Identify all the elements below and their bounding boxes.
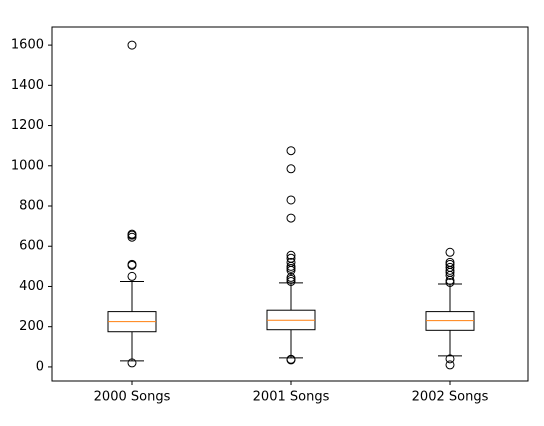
x-tick-label: 2001 Songs xyxy=(253,390,330,405)
outlier-point xyxy=(127,229,137,239)
y-tick-label: 1000 xyxy=(11,158,44,173)
outlier-point xyxy=(445,257,455,267)
box-group xyxy=(107,40,157,368)
outlier-point xyxy=(127,358,137,368)
x-tick-label: 2000 Songs xyxy=(94,390,171,405)
y-tick-label: 0 xyxy=(36,359,44,374)
box-group xyxy=(266,146,316,365)
outlier-point xyxy=(286,274,296,284)
outlier-point xyxy=(286,354,296,364)
outlier-point xyxy=(445,360,455,370)
outlier-point xyxy=(445,247,455,257)
y-tick-label: 1200 xyxy=(11,118,44,133)
y-tick-label: 1600 xyxy=(11,38,44,53)
outlier-point xyxy=(286,146,296,156)
outlier-point xyxy=(286,253,296,263)
plot-area xyxy=(107,40,475,370)
outlier-point xyxy=(286,257,296,267)
y-tick-label: 600 xyxy=(19,239,44,254)
y-tick-label: 200 xyxy=(19,319,44,334)
y-axis: 0 200 400 600 800 1000 1200 1400 1600 xyxy=(11,38,52,374)
y-tick-label: 800 xyxy=(19,199,44,214)
outlier-point xyxy=(286,250,296,260)
outlier-point xyxy=(286,195,296,205)
y-tick-label: 1400 xyxy=(11,78,44,93)
outlier-point xyxy=(127,259,137,269)
outlier-point xyxy=(286,272,296,282)
outlier-point xyxy=(445,262,455,272)
y-tick-label: 400 xyxy=(19,279,44,294)
outlier-point xyxy=(286,213,296,223)
axes-frame xyxy=(51,26,529,382)
outlier-point xyxy=(127,271,137,281)
outlier-point xyxy=(127,40,137,50)
outlier-point xyxy=(286,164,296,174)
box-group xyxy=(425,247,475,370)
outlier-point xyxy=(445,354,455,364)
x-axis: 2000 Songs 2001 Songs 2002 Songs xyxy=(94,381,489,405)
x-tick-label: 2002 Songs xyxy=(412,390,489,405)
